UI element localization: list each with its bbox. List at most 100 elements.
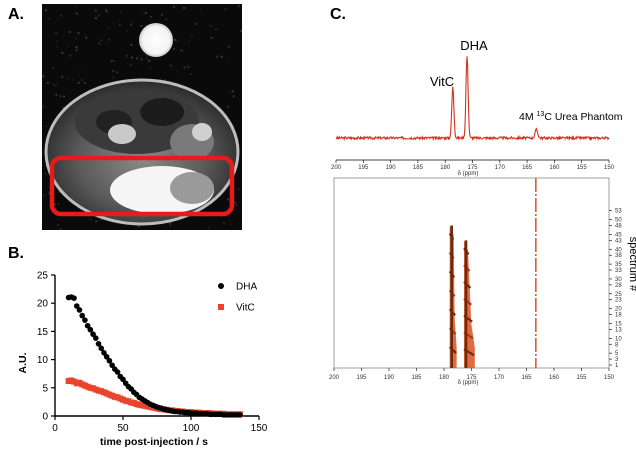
mri-image <box>42 4 242 230</box>
noise-speck <box>145 57 148 60</box>
noise-speck <box>52 83 55 86</box>
noise-speck <box>220 55 223 58</box>
noise-speck <box>100 39 103 42</box>
c-top-x-tick-label: 155 <box>577 165 588 171</box>
noise-speck <box>118 23 121 26</box>
c-bottom-x-tick-label: 185 <box>411 375 422 381</box>
noise-speck <box>190 33 193 36</box>
summed-spectrum-line <box>335 56 610 142</box>
noise-speck <box>136 57 139 60</box>
b-legend: DHA VitC <box>218 282 257 314</box>
noise-speck <box>232 95 235 98</box>
c-bottom-y-tick-label: 50 <box>615 218 622 224</box>
c-bottom-x-tick-label: 175 <box>466 375 477 381</box>
noise-speck <box>112 70 115 73</box>
c-bottom-x-tick-label: 170 <box>494 375 505 381</box>
dha-point <box>93 335 99 341</box>
noise-speck <box>107 27 110 29</box>
c-bottom-y-tick-label: 3 <box>615 357 619 363</box>
c-bottom-y-tick-label: 43 <box>615 238 622 244</box>
noise-speck <box>61 75 64 78</box>
c-bottom-y-tick-label: 48 <box>615 224 622 230</box>
panel-label-b: B. <box>8 245 24 262</box>
noise-speck <box>146 54 149 57</box>
noise-speck <box>112 76 115 79</box>
noise-speck <box>131 56 134 59</box>
c-bottom-x-tick-label: 160 <box>549 375 560 381</box>
noise-speck <box>231 90 234 93</box>
noise-speck <box>195 22 198 25</box>
c-bottom-y-tick-label: 35 <box>615 262 622 268</box>
dha-point <box>82 317 88 323</box>
noise-speck <box>140 25 143 27</box>
noise-speck <box>65 44 68 47</box>
annotation-dha: DHA <box>460 38 488 53</box>
dha-point <box>90 331 96 338</box>
c-bottom-y-tick-label: 40 <box>615 247 622 253</box>
noise-speck <box>87 217 90 220</box>
legend-dha-marker <box>218 283 224 289</box>
vitc-stack-trace <box>448 270 456 279</box>
b-xlabel: time post-injection / s <box>100 436 208 448</box>
b-ylabel: A.U. <box>17 352 29 373</box>
kidney-highlight <box>170 172 214 204</box>
noise-speck <box>215 28 218 31</box>
noise-speck <box>137 225 140 228</box>
dha-stack-trace <box>463 348 475 357</box>
noise-speck <box>59 227 62 230</box>
dha-point <box>106 357 113 364</box>
noise-speck <box>140 58 143 61</box>
c-bottom-y-tick-label: 45 <box>615 232 622 238</box>
noise-speck <box>182 7 185 10</box>
noise-speck <box>176 39 179 42</box>
noise-speck <box>187 65 189 68</box>
noise-speck <box>78 70 81 73</box>
c-top-x-tick-label: 160 <box>549 165 560 171</box>
noise-speck <box>130 43 133 46</box>
dha-point <box>109 362 115 369</box>
noise-speck <box>69 54 72 57</box>
c-bottom-y-tick-label: 15 <box>615 321 622 327</box>
noise-speck <box>83 82 86 84</box>
dha-stack-trace <box>463 281 472 289</box>
c-bottom-y-tick-label: 13 <box>615 327 622 333</box>
noise-speck <box>55 93 58 96</box>
dha-point <box>103 353 110 360</box>
roi-box[interactable] <box>49 155 235 217</box>
vitc-stack-fill <box>449 225 457 368</box>
noise-speck <box>210 36 213 39</box>
urea-phantom-disc <box>139 23 173 57</box>
noise-speck <box>54 203 56 206</box>
noise-speck <box>226 105 229 108</box>
noise-speck <box>190 73 192 75</box>
c-top-x-tick-label: 170 <box>495 165 506 171</box>
noise-speck <box>215 55 218 58</box>
noise-speck <box>169 64 172 67</box>
c-bottom-x-tick-label: 150 <box>604 375 615 381</box>
noise-speck <box>55 46 58 49</box>
c-top-x-tick-label: 175 <box>467 165 478 171</box>
b-y-tick-label: 25 <box>37 271 49 282</box>
noise-speck <box>71 78 74 81</box>
noise-speck <box>66 77 69 80</box>
dha-point <box>79 312 85 319</box>
c-bottom-y-tick-label: 28 <box>615 283 622 289</box>
c-bottom-x-tick-label: 155 <box>576 375 587 381</box>
noise-speck <box>229 223 232 226</box>
b-y-tick-label: 0 <box>42 412 48 423</box>
noise-speck <box>52 67 55 70</box>
dha-point <box>95 341 102 347</box>
c-bottom-y-tick-label: 53 <box>615 209 622 215</box>
noise-speck <box>240 29 242 32</box>
gut-dark-1 <box>140 98 184 126</box>
noise-speck <box>227 198 230 201</box>
dha-point <box>101 350 107 356</box>
vitc-stack-trace <box>448 289 456 297</box>
noise-speck <box>47 17 50 20</box>
b-y-tick-label: 15 <box>37 327 49 338</box>
noise-speck <box>58 190 61 193</box>
noise-speck <box>54 84 57 87</box>
noise-speck <box>68 31 71 33</box>
panel-label-a: A. <box>8 6 24 23</box>
noise-speck <box>180 49 183 52</box>
